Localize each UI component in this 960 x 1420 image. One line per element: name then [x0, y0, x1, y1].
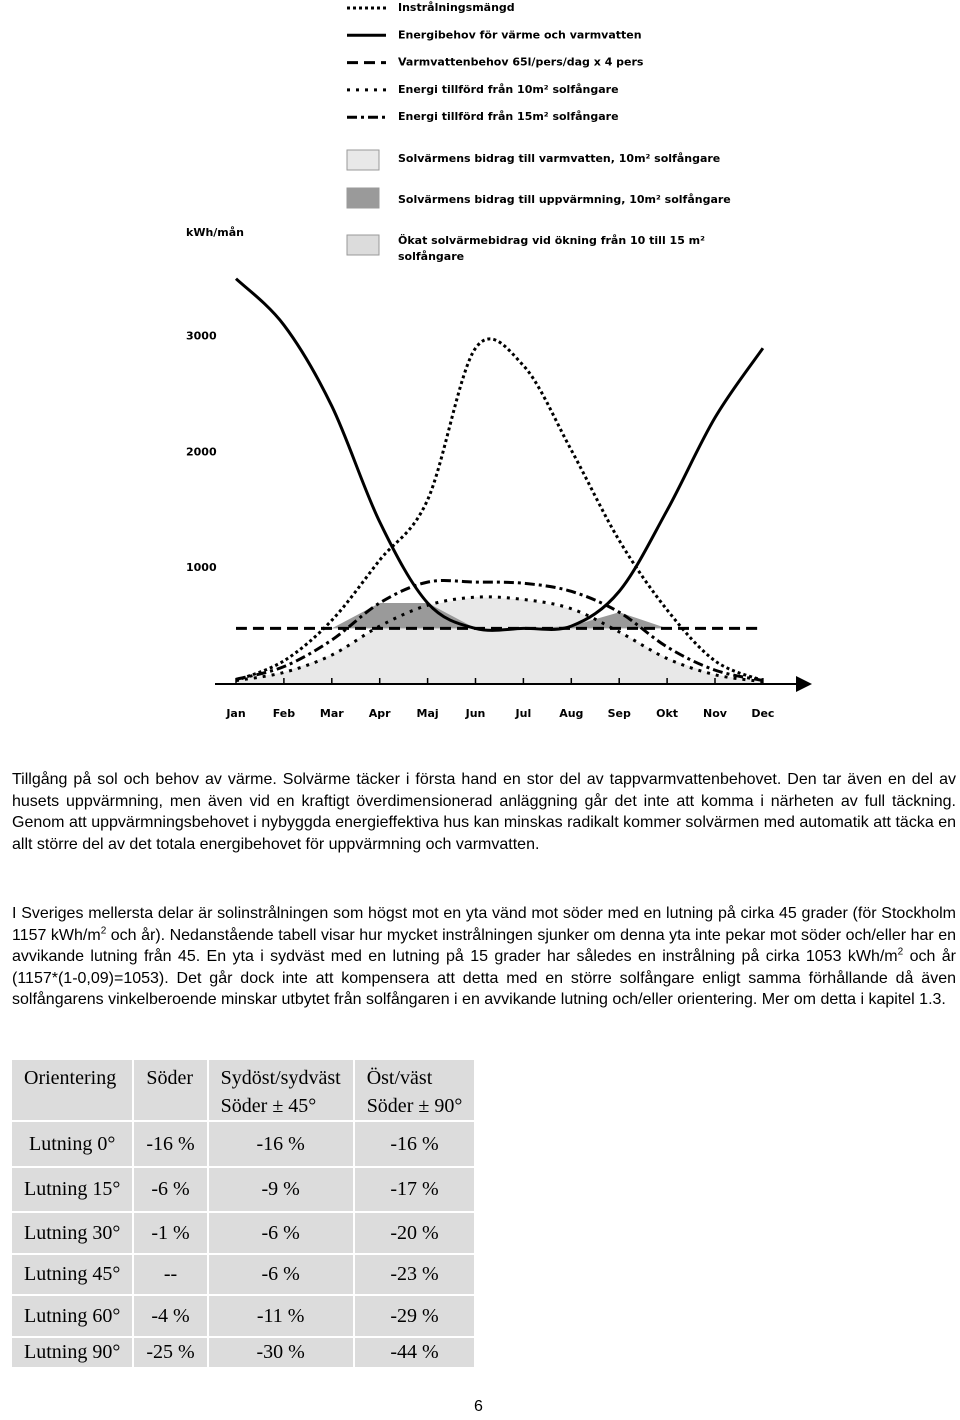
x-tick-label: Dec — [751, 707, 774, 720]
table-cell: Lutning 30° — [12, 1213, 133, 1253]
table-cell: -9 % — [208, 1168, 353, 1211]
legend-swatch — [346, 149, 380, 171]
table-cell: -17 % — [354, 1168, 475, 1211]
x-tick-label: Okt — [656, 707, 678, 720]
table-row: Lutning 0° -16 % -16 % -16 % — [12, 1122, 475, 1166]
text-run: och år (1157*(1-0,09)=1053). Det går doc… — [12, 948, 956, 1009]
superscript: 2 — [897, 946, 904, 958]
table-cell: Lutning 0° — [12, 1122, 133, 1166]
table-cell: -16 % — [354, 1122, 475, 1166]
x-tick-label: Jan — [225, 707, 245, 720]
table: Orientering Söder Sydöst/sydväst Söder ± 45… — [10, 1058, 476, 1369]
x-tick-label: Feb — [273, 707, 296, 720]
superscript: 2 — [100, 925, 107, 937]
header-text: Söder ± 90° — [366, 1095, 463, 1117]
header-cell: Söder — [134, 1060, 207, 1120]
legend-label: Energi tillförd från 10m² solfångare — [398, 83, 619, 96]
table-cell: -6 % — [208, 1255, 353, 1294]
table-cell: Lutning 90° — [12, 1338, 133, 1367]
table-cell: -1 % — [134, 1213, 207, 1253]
legend-label: Solvärmens bidrag till uppvärmning, 10m²… — [398, 193, 731, 206]
axis-arrow — [796, 676, 812, 692]
x-tick-label: Maj — [417, 707, 439, 720]
table-cell: -16 % — [134, 1122, 207, 1166]
x-tick-label: Aug — [559, 707, 583, 720]
y-tick-label: 1000 — [186, 561, 217, 574]
legend-swatch — [346, 234, 380, 256]
table-row: Lutning 90° -25 % -30 % -44 % — [12, 1338, 475, 1367]
header-text: Sydöst/sydväst — [220, 1067, 341, 1089]
table-cell: -44 % — [354, 1338, 475, 1367]
header-text: Söder ± 45° — [220, 1095, 317, 1117]
table-row: Lutning 60° -4 % -11 % -29 % — [12, 1296, 475, 1336]
legend-label: Energibehov för värme och varmvatten — [398, 28, 642, 41]
table-cell: -20 % — [354, 1213, 475, 1253]
legend-swatch — [346, 187, 380, 209]
table-cell: Lutning 45° — [12, 1255, 133, 1294]
x-tick-label: Mar — [320, 707, 344, 720]
header-cell: Sydöst/sydväst Söder ± 45° — [208, 1060, 353, 1120]
table-cell: -11 % — [208, 1296, 353, 1336]
chart: kWh/mån 1000 2000 3000 Jan Feb Mar Apr Maj Jun Ju… — [186, 1, 812, 720]
table-cell: -29 % — [354, 1296, 475, 1336]
header-cell: Orientering — [12, 1060, 133, 1120]
area-fill — [236, 597, 763, 684]
table-header-row: Orientering Söder Sydöst/sydväst Söder ± 45… — [12, 1060, 475, 1120]
table-cell: -6 % — [208, 1213, 353, 1253]
x-tick-label: Sep — [608, 707, 631, 720]
legend-label: Ökat solvärmebidrag vid ökning från 10 t… — [398, 233, 705, 263]
header-cell: Öst/väst Söder ± 90° — [354, 1060, 475, 1120]
series-line — [234, 277, 765, 632]
legend-label: Varmvattenbehov 65l/pers/dag x 4 pers — [398, 56, 644, 69]
y-tick-label: 3000 — [186, 330, 217, 343]
series-line — [235, 579, 764, 682]
table-cell: -23 % — [354, 1255, 475, 1294]
table-cell: -- — [134, 1255, 207, 1294]
y-axis-label: kWh/mån — [186, 226, 244, 239]
paragraph: Tillgång på sol och behov av värme. Solv… — [12, 771, 956, 853]
table-row: Lutning 30° -1 % -6 % -20 % — [12, 1213, 475, 1253]
table-cell: -16 % — [208, 1122, 353, 1166]
x-tick-label: Apr — [369, 707, 391, 720]
table-cell: -30 % — [208, 1338, 353, 1367]
table-cell: -4 % — [134, 1296, 207, 1336]
x-tick-label: Jul — [515, 707, 532, 720]
legend-label: Instrålningsmängd — [398, 1, 515, 14]
series-line — [235, 595, 764, 684]
table-cell: -25 % — [134, 1338, 207, 1367]
legend-label: Solvärmens bidrag till varmvatten, 10m² … — [398, 152, 720, 165]
y-tick-label: 2000 — [186, 445, 217, 458]
header-text: Orientering — [24, 1067, 117, 1089]
x-tick-label: Nov — [703, 707, 728, 720]
series-line — [235, 337, 764, 682]
table-row: Lutning 15° -6 % -9 % -17 % — [12, 1168, 475, 1211]
header-text: Söder — [146, 1067, 193, 1089]
table-cell: -6 % — [134, 1168, 207, 1211]
paragraph: I Sveriges mellersta delar är solinstrål… — [12, 903, 956, 1011]
table-cell: Lutning 60° — [12, 1296, 133, 1336]
page-number: 6 — [474, 1398, 483, 1415]
legend-label: Energi tillförd från 15m² solfångare — [398, 110, 619, 123]
table-row: Lutning 45° -- -6 % -23 % — [12, 1255, 475, 1294]
area-fill — [236, 602, 763, 629]
table-cell: Lutning 15° — [12, 1168, 133, 1211]
x-tick-label: Jun — [465, 707, 486, 720]
text-run: och år). Nedanstående tabell visar hur m… — [12, 926, 957, 966]
header-text: Öst/väst — [366, 1067, 433, 1089]
text-run: I Sveriges mellersta delar är solinstrål… — [12, 905, 956, 944]
